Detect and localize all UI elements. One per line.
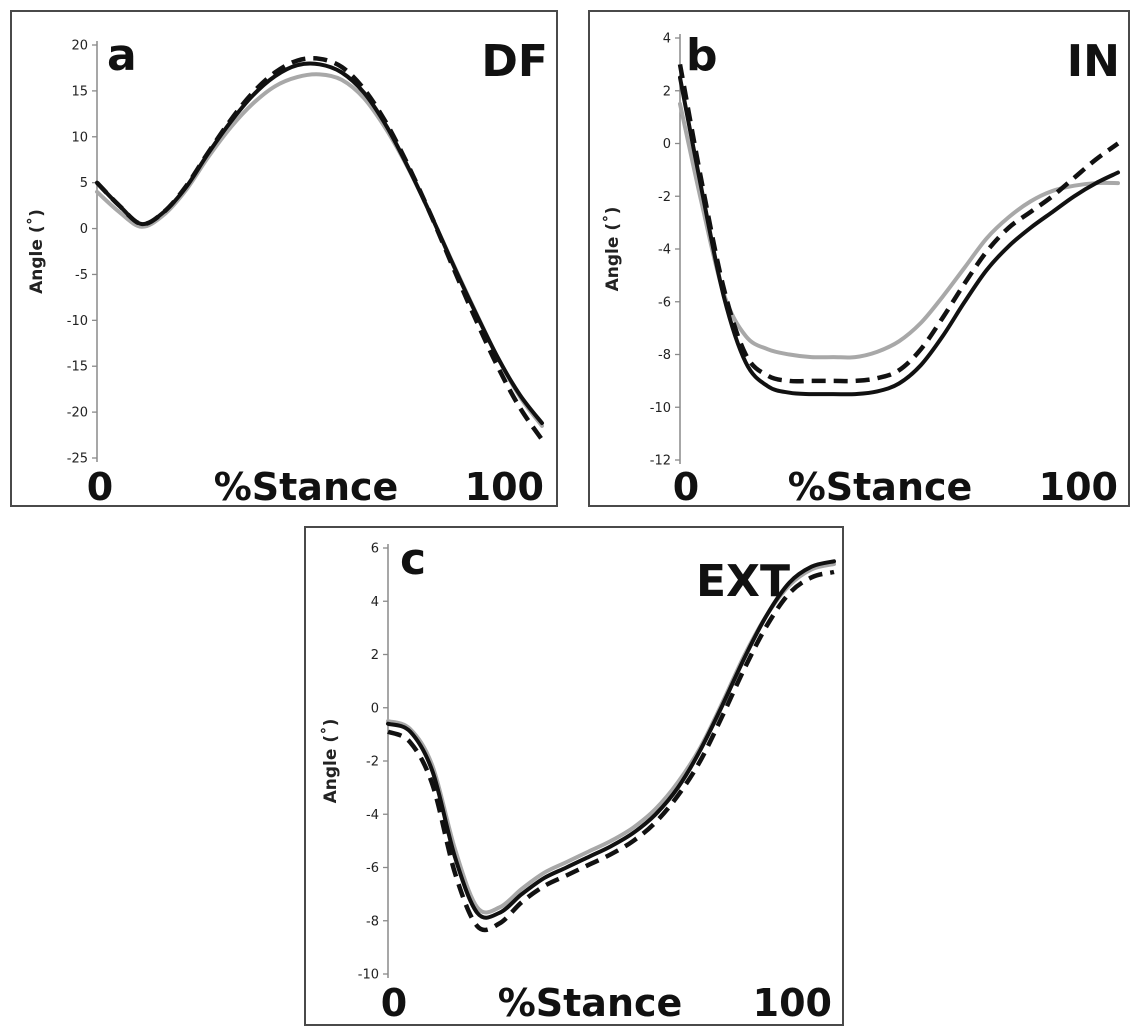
x-end-label: 100	[1039, 465, 1118, 505]
y-tick-label: 0	[663, 137, 671, 152]
y-tick-label: 4	[663, 32, 671, 47]
panel-letter: c	[400, 534, 426, 585]
y-tick-label: -8	[366, 914, 379, 929]
y-tick-label: 0	[80, 222, 88, 237]
x-end-label: 100	[753, 981, 832, 1024]
x-axis-label: %Stance	[498, 981, 683, 1024]
series-line-solid-black	[386, 559, 836, 920]
x-axis-label: %Stance	[788, 465, 973, 505]
y-tick-label: 2	[371, 648, 379, 663]
panel-letter: b	[686, 30, 718, 81]
panel-corner-label: EXT	[696, 556, 790, 607]
y-tick-label: -4	[658, 243, 671, 258]
y-tick-label: -25	[67, 452, 88, 467]
y-tick-label: 10	[71, 130, 88, 145]
y-tick-label: -6	[366, 861, 379, 876]
y-tick-label: -20	[67, 406, 88, 421]
series-line-solid-gray	[678, 101, 1120, 360]
y-tick-label: 5	[80, 176, 88, 191]
y-tick-label: 6	[371, 542, 379, 557]
y-tick-label: -6	[658, 295, 671, 310]
y-tick-label: -4	[366, 808, 379, 823]
y-axis-label: Angle (˚)	[25, 209, 47, 294]
series-line-solid-gray	[95, 72, 544, 428]
series-line-solid-black	[95, 61, 544, 426]
y-tick-label: 20	[71, 39, 88, 54]
x-end-label: 100	[465, 465, 544, 505]
chart-panel-a: 20 15 10 5 0 -5 -10 -15 -20 -25 Angle (˚) a DF 0 %Stan…	[10, 10, 558, 507]
y-tick-label: -10	[650, 401, 671, 416]
x-axis-label: %Stance	[214, 465, 399, 505]
chart-panel-c: 6 4 2 0 -2 -4 -6 -8 -10 Angle (˚) c EXT 0 %Stance 100	[304, 526, 844, 1026]
chart-svg-a: 20 15 10 5 0 -5 -10 -15 -20 -25 Angle (˚) a DF 0 %Stan…	[25, 30, 548, 505]
chart-panel-b: 4 2 0 -2 -4 -6 -8 -10 -12 Angle (˚) b IN 0 %Stance 100	[588, 10, 1130, 507]
chart-svg-b: 4 2 0 -2 -4 -6 -8 -10 -12 Angle (˚) b IN 0 %Stance 100	[601, 30, 1120, 505]
y-tick-label: 2	[663, 84, 671, 99]
y-tick-label: -2	[658, 190, 671, 205]
x-start-label: 0	[381, 981, 407, 1024]
y-tick-label: 4	[371, 595, 379, 610]
chart-svg-c: 6 4 2 0 -2 -4 -6 -8 -10 Angle (˚) c EXT 0 %Stance 100	[319, 534, 836, 1024]
panel-corner-label: DF	[481, 36, 548, 87]
y-tick-label: -10	[358, 968, 379, 983]
y-axis-label: Angle (˚)	[601, 207, 623, 292]
y-tick-label: 0	[371, 701, 379, 716]
series-line-dashed-black	[677, 63, 1120, 384]
panel-corner-label: IN	[1067, 36, 1120, 87]
y-tick-label: -15	[67, 360, 88, 375]
y-tick-label: -12	[650, 454, 671, 469]
y-tick-label: -10	[67, 314, 88, 329]
panel-letter: a	[107, 30, 137, 81]
x-start-label: 0	[87, 465, 113, 505]
y-axis-label: Angle (˚)	[319, 719, 341, 804]
y-tick-label: -5	[75, 268, 88, 283]
series-line-dashed-black	[387, 569, 835, 933]
x-start-label: 0	[673, 465, 699, 505]
y-tick-label: -8	[658, 348, 671, 363]
y-tick-label: -2	[366, 755, 379, 770]
y-tick-label: 15	[71, 84, 88, 99]
series-line-solid-black	[678, 75, 1120, 397]
series-line-dashed-black	[95, 56, 544, 441]
